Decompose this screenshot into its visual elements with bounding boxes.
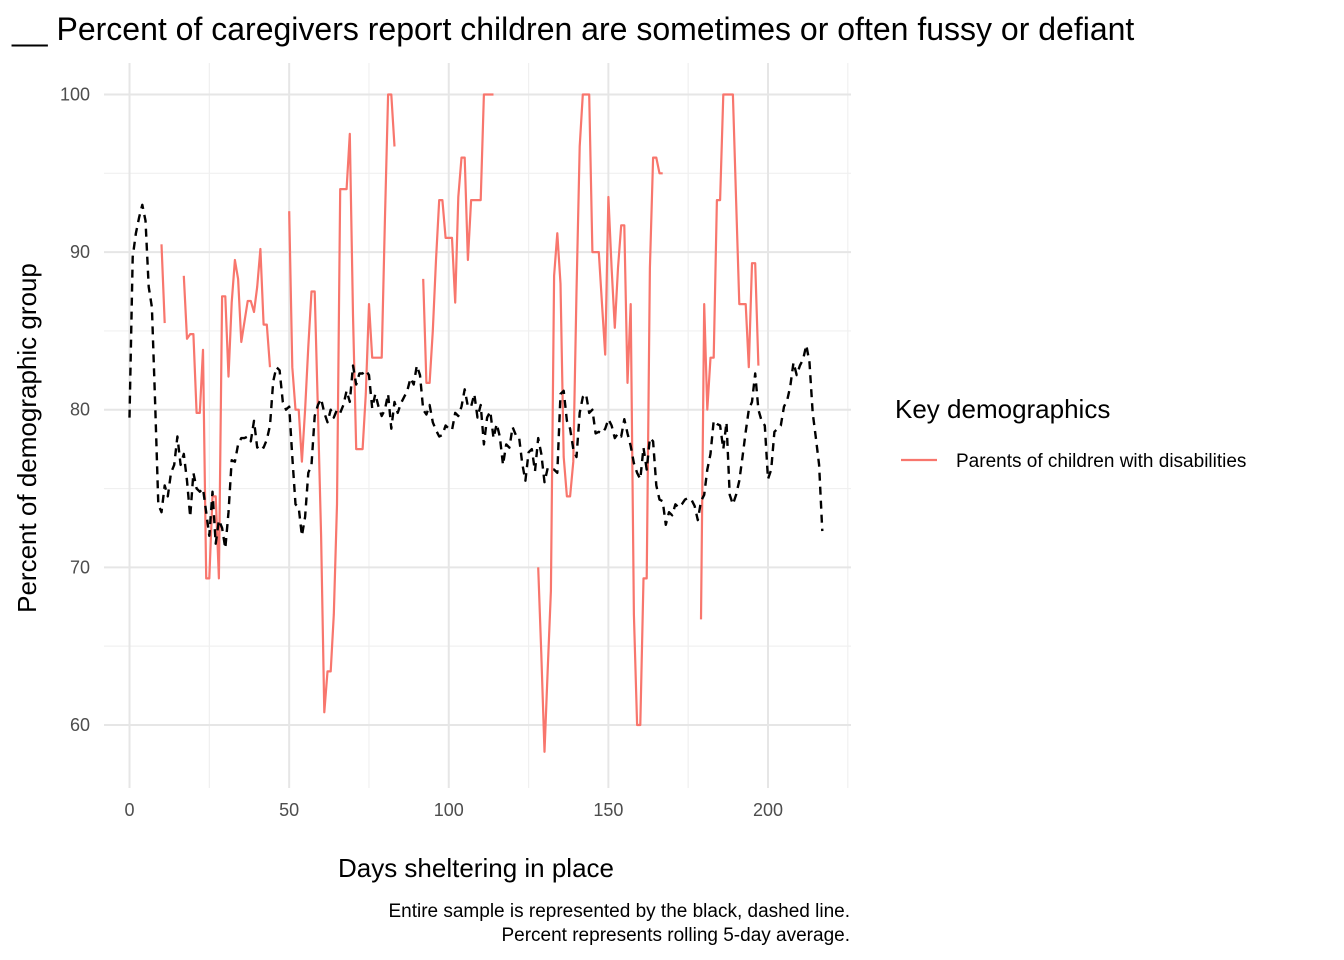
caption-line-1: Entire sample is represented by the blac… — [388, 901, 850, 922]
y-tick-label: 80 — [70, 400, 90, 420]
x-tick-label: 150 — [593, 800, 623, 820]
chart-title: __ Percent of caregivers report children… — [11, 11, 1134, 47]
series-lines — [128, 93, 824, 753]
y-tick-label: 70 — [70, 557, 90, 577]
series-line-entire-sample — [128, 203, 824, 550]
x-tick-label: 200 — [753, 800, 783, 820]
y-axis-ticks: 60 70 80 90 100 — [60, 85, 90, 735]
legend-title: Key demographics — [895, 394, 1110, 424]
y-tick-label: 100 — [60, 85, 90, 105]
x-axis-label: Days sheltering in place — [338, 853, 614, 883]
caption-line-2: Percent represents rolling 5-day average… — [501, 925, 850, 946]
major-gridlines — [104, 63, 851, 788]
minor-gridlines — [104, 63, 851, 788]
legend-label: Parents of children with disabilities — [956, 451, 1246, 472]
series-line-parents-of-children-with-disabilities — [160, 93, 760, 753]
y-axis-label: Percent of demographic group — [12, 263, 42, 613]
y-tick-label: 60 — [70, 715, 90, 735]
x-tick-label: 100 — [434, 800, 464, 820]
legend: Key demographics Parents of children wit… — [895, 394, 1246, 472]
x-tick-label: 0 — [125, 800, 135, 820]
x-tick-label: 50 — [279, 800, 299, 820]
x-axis-ticks: 0 50 100 150 200 — [125, 800, 783, 820]
y-tick-label: 90 — [70, 242, 90, 262]
